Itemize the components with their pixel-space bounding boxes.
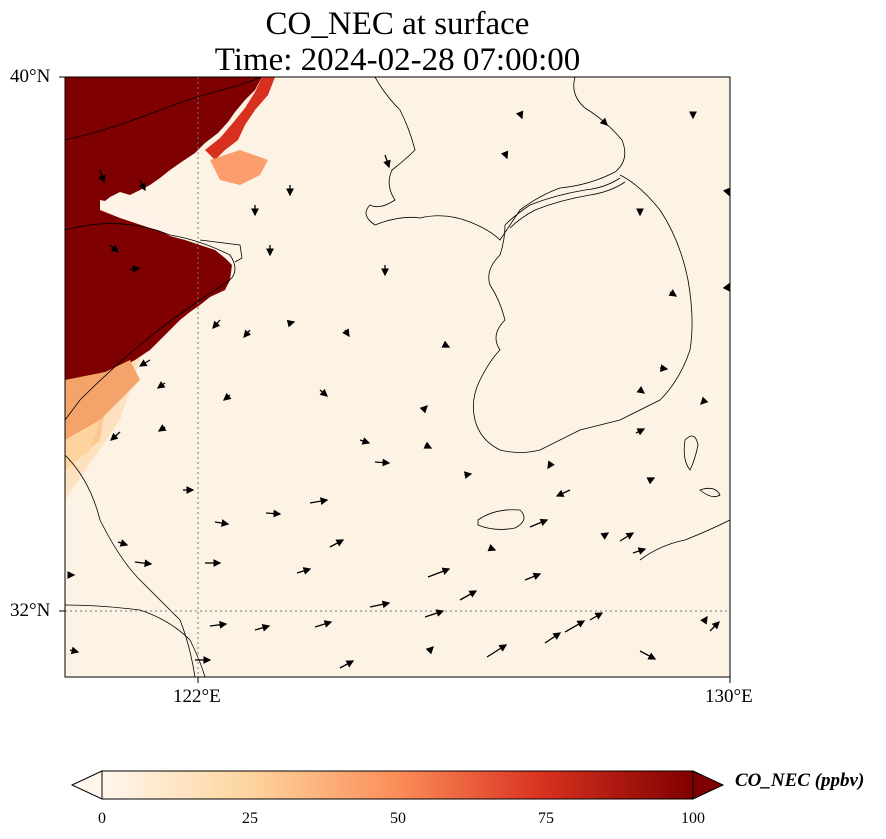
wind-arrow <box>129 265 141 274</box>
wind-arrow <box>138 179 146 192</box>
wind-arrow <box>296 567 312 575</box>
colorbar-extend-high <box>692 770 725 800</box>
wind-arrow <box>441 340 451 348</box>
wind-arrow <box>529 518 549 528</box>
plume-edge-4 <box>65 420 100 470</box>
wind-arrow <box>254 624 271 632</box>
colorbar-extend-low <box>70 770 103 800</box>
wind-arrow <box>109 244 119 253</box>
wind-arrow <box>632 547 647 555</box>
wind-arrow <box>265 509 282 518</box>
wind-arrow <box>463 471 473 479</box>
colorbar-tick-0: 0 <box>98 810 106 827</box>
wind-arrow <box>110 431 121 441</box>
wind-arrow <box>486 644 508 658</box>
wind-arrow <box>636 385 646 394</box>
wind-arrow <box>547 460 555 470</box>
wind-arrow <box>419 405 428 414</box>
wind-arrow <box>339 660 355 669</box>
wind-arrow <box>214 519 230 527</box>
plume-edge <box>205 77 275 160</box>
wind-arrow <box>319 388 328 397</box>
wind-arrow <box>98 169 106 184</box>
wind-arrow <box>424 609 445 618</box>
lon-label-122e: 122°E <box>173 686 221 707</box>
lon-label-130e: 130°E <box>705 686 753 707</box>
wind-arrow <box>314 620 333 628</box>
wind-arrow <box>619 532 635 542</box>
wind-arrow <box>659 364 669 372</box>
wind-arrow <box>589 612 604 621</box>
plot-title: CO_NEC at surface <box>265 6 530 42</box>
map-frame <box>64 76 731 678</box>
wind-arrow <box>524 572 542 581</box>
wind-arrow <box>212 319 221 329</box>
wind-arrow <box>639 650 657 660</box>
wind-arrow <box>117 539 129 547</box>
wind-arrow <box>423 441 433 449</box>
wind-arrow <box>342 328 350 338</box>
wind-arrow <box>427 567 451 578</box>
wind-arrow <box>722 187 730 197</box>
colorbar-label: CO_NEC (ppbv) <box>735 770 865 791</box>
wind-arrow <box>564 620 586 633</box>
plume-gap <box>100 200 180 235</box>
wind-arrow <box>722 282 730 292</box>
lat-label-40n: 40°N <box>10 66 51 87</box>
wind-arrow <box>487 543 497 552</box>
colorbar-tick-100: 100 <box>681 810 705 827</box>
gridlines <box>65 77 730 677</box>
wind-arrow <box>156 381 166 389</box>
colorbar-tick-25: 25 <box>242 810 258 827</box>
wind-arrow <box>383 154 391 169</box>
wind-arrow <box>329 539 345 548</box>
wind-arrow <box>138 359 151 367</box>
map-area <box>65 77 730 677</box>
colorbar-tick-75: 75 <box>538 810 554 827</box>
wind-arrow <box>635 428 646 436</box>
wind-arrow <box>374 458 391 467</box>
wind-arrow <box>223 392 232 401</box>
wind-arrow <box>157 424 167 432</box>
wind-arrow <box>309 497 329 505</box>
wind-arrow <box>544 632 562 644</box>
wind-arrow <box>243 329 252 338</box>
plume-edge-3 <box>65 360 140 440</box>
colorbar-bar <box>101 770 694 800</box>
concentration-field <box>65 77 730 677</box>
wind-arrow <box>209 620 228 629</box>
wind-arrow <box>668 289 678 297</box>
plume-edge-2 <box>210 150 268 185</box>
wind-arrow <box>515 110 524 120</box>
plot-time: Time: 2024-02-28 07:00:00 <box>214 42 581 78</box>
wind-vectors <box>67 110 730 669</box>
wind-arrow <box>555 489 571 497</box>
wind-arrow <box>369 600 391 609</box>
wind-arrow <box>425 646 434 655</box>
wind-arrow <box>459 590 478 601</box>
wind-arrow <box>500 150 509 160</box>
wind-arrow <box>69 646 80 655</box>
wind-arrow <box>700 615 708 625</box>
wind-arrow <box>700 396 709 405</box>
lat-label-32n: 32°N <box>10 600 51 621</box>
wind-arrow <box>600 532 610 540</box>
colorbar <box>70 770 725 800</box>
wind-arrow <box>646 477 656 485</box>
high-concentration-region <box>65 77 262 380</box>
coastlines <box>65 77 730 677</box>
wind-arrow <box>599 117 608 126</box>
wind-arrow <box>286 319 296 328</box>
wind-arrow <box>134 559 153 568</box>
colorbar-tick-50: 50 <box>390 810 406 827</box>
wind-arrow <box>709 621 720 632</box>
wind-arrow <box>359 437 371 445</box>
